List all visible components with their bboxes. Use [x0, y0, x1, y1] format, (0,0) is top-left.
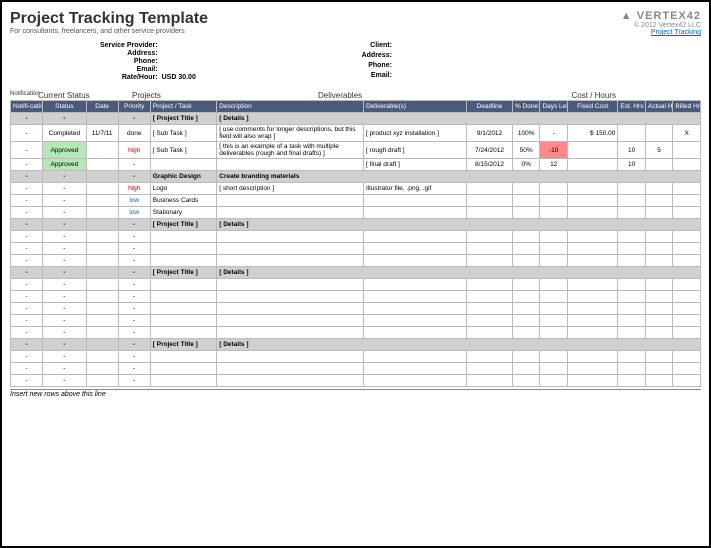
- section-headers: Notification Current Status Projects Del…: [10, 91, 701, 100]
- phone-value: [162, 58, 222, 65]
- group-row: ---Graphic DesignCreate branding materia…: [11, 171, 701, 183]
- col-date: Date: [86, 101, 118, 113]
- copyright-text: © 2012 Vertex42 LLC: [621, 22, 701, 29]
- cphone-value: [396, 62, 456, 71]
- rate-value: USD 30.00: [162, 74, 222, 81]
- table-body: ---[ Project Title ][ Details ]-Complete…: [11, 113, 701, 387]
- phone-label: Phone:: [100, 58, 158, 65]
- sh-notif: Notification: [10, 91, 38, 100]
- table-row: ---: [11, 327, 701, 339]
- table-row: ---: [11, 303, 701, 315]
- table-row: --lowBusiness Cards: [11, 195, 701, 207]
- email-value: [162, 66, 222, 73]
- table-row: -Approvedhigh[ Sub Task ][ this is an ex…: [11, 142, 701, 159]
- group-row: ---[ Project Title ][ Details ]: [11, 113, 701, 125]
- table-row: ---: [11, 291, 701, 303]
- rate-label: Rate/Hour:: [100, 74, 158, 81]
- col-fixed: Fixed Cost: [567, 101, 617, 113]
- subtitle: For consultants, freelancers, and other …: [10, 28, 208, 35]
- table-row: ---: [11, 375, 701, 387]
- cemail-value: [396, 72, 456, 81]
- table-row: ---: [11, 255, 701, 267]
- col-desc: Description: [217, 101, 364, 113]
- addr-label: Address:: [100, 50, 158, 57]
- brand-area: ▲ VERTEX42 © 2012 Vertex42 LLC Project T…: [621, 10, 701, 36]
- sp-label: Service Provider:: [100, 42, 158, 49]
- sh-projects: Projects: [132, 91, 318, 100]
- cl-value: [396, 42, 456, 51]
- col-est: Est. Hrs: [618, 101, 646, 113]
- sp-value: [162, 42, 222, 49]
- caddr-label: Address:: [362, 52, 392, 61]
- vertex-logo: ▲ VERTEX42: [621, 10, 701, 22]
- client-block: Client: Address: Phone: Email:: [362, 42, 456, 81]
- col-actual: Actual Hrs: [645, 101, 673, 113]
- table-row: --lowStationary: [11, 207, 701, 219]
- group-row: ---[ Project Title ][ Details ]: [11, 339, 701, 351]
- sh-status: Current Status: [38, 91, 132, 100]
- col-billed: Billed Hrs: [673, 101, 701, 113]
- col-pdone: % Done: [512, 101, 540, 113]
- caddr-value: [396, 52, 456, 61]
- col-daysleft: Days Left: [540, 101, 568, 113]
- table-row: ---: [11, 243, 701, 255]
- cl-label: Client:: [362, 42, 392, 51]
- provider-block: Service Provider: Address: Phone: Email:…: [100, 42, 222, 81]
- cphone-label: Phone:: [362, 62, 392, 71]
- document-header: Project Tracking Template For consultant…: [10, 10, 701, 36]
- title-area: Project Tracking Template For consultant…: [10, 10, 208, 36]
- group-row: ---[ Project Title ][ Details ]: [11, 219, 701, 231]
- group-row: ---[ Project Title ][ Details ]: [11, 267, 701, 279]
- table-row: ---: [11, 351, 701, 363]
- cemail-label: Email:: [362, 72, 392, 81]
- table-row: ---: [11, 315, 701, 327]
- table-row: ---: [11, 231, 701, 243]
- sh-deliv: Deliverables: [318, 91, 496, 100]
- col-task: Project / Task: [150, 101, 216, 113]
- table-row: ---: [11, 363, 701, 375]
- col-deliv: Deliverable(s): [363, 101, 466, 113]
- email-label: Email:: [100, 66, 158, 73]
- col-priority: Priority: [118, 101, 150, 113]
- page-title: Project Tracking Template: [10, 10, 208, 28]
- info-row: Service Provider: Address: Phone: Email:…: [100, 42, 701, 81]
- col-deadline: Deadline: [467, 101, 513, 113]
- project-tracking-link[interactable]: Project Tracking: [621, 29, 701, 36]
- tracking-table: Notifi-cations Status Date Priority Proj…: [10, 100, 701, 387]
- addr-value: [162, 50, 222, 57]
- table-row: ---: [11, 279, 701, 291]
- col-notif: Notifi-cations: [11, 101, 43, 113]
- table-row: -Completed11/7/11done[ Sub Task ][ use c…: [11, 125, 701, 142]
- sh-cost: Cost / Hours: [496, 91, 616, 100]
- col-status: Status: [43, 101, 87, 113]
- table-header: Notifi-cations Status Date Priority Proj…: [11, 101, 701, 113]
- table-row: --highLogo[ short description ]Illustrat…: [11, 183, 701, 195]
- footer-note: Insert new rows above this line: [10, 389, 701, 398]
- table-row: -Approved-[ final draft ]8/15/20120%1210: [11, 159, 701, 171]
